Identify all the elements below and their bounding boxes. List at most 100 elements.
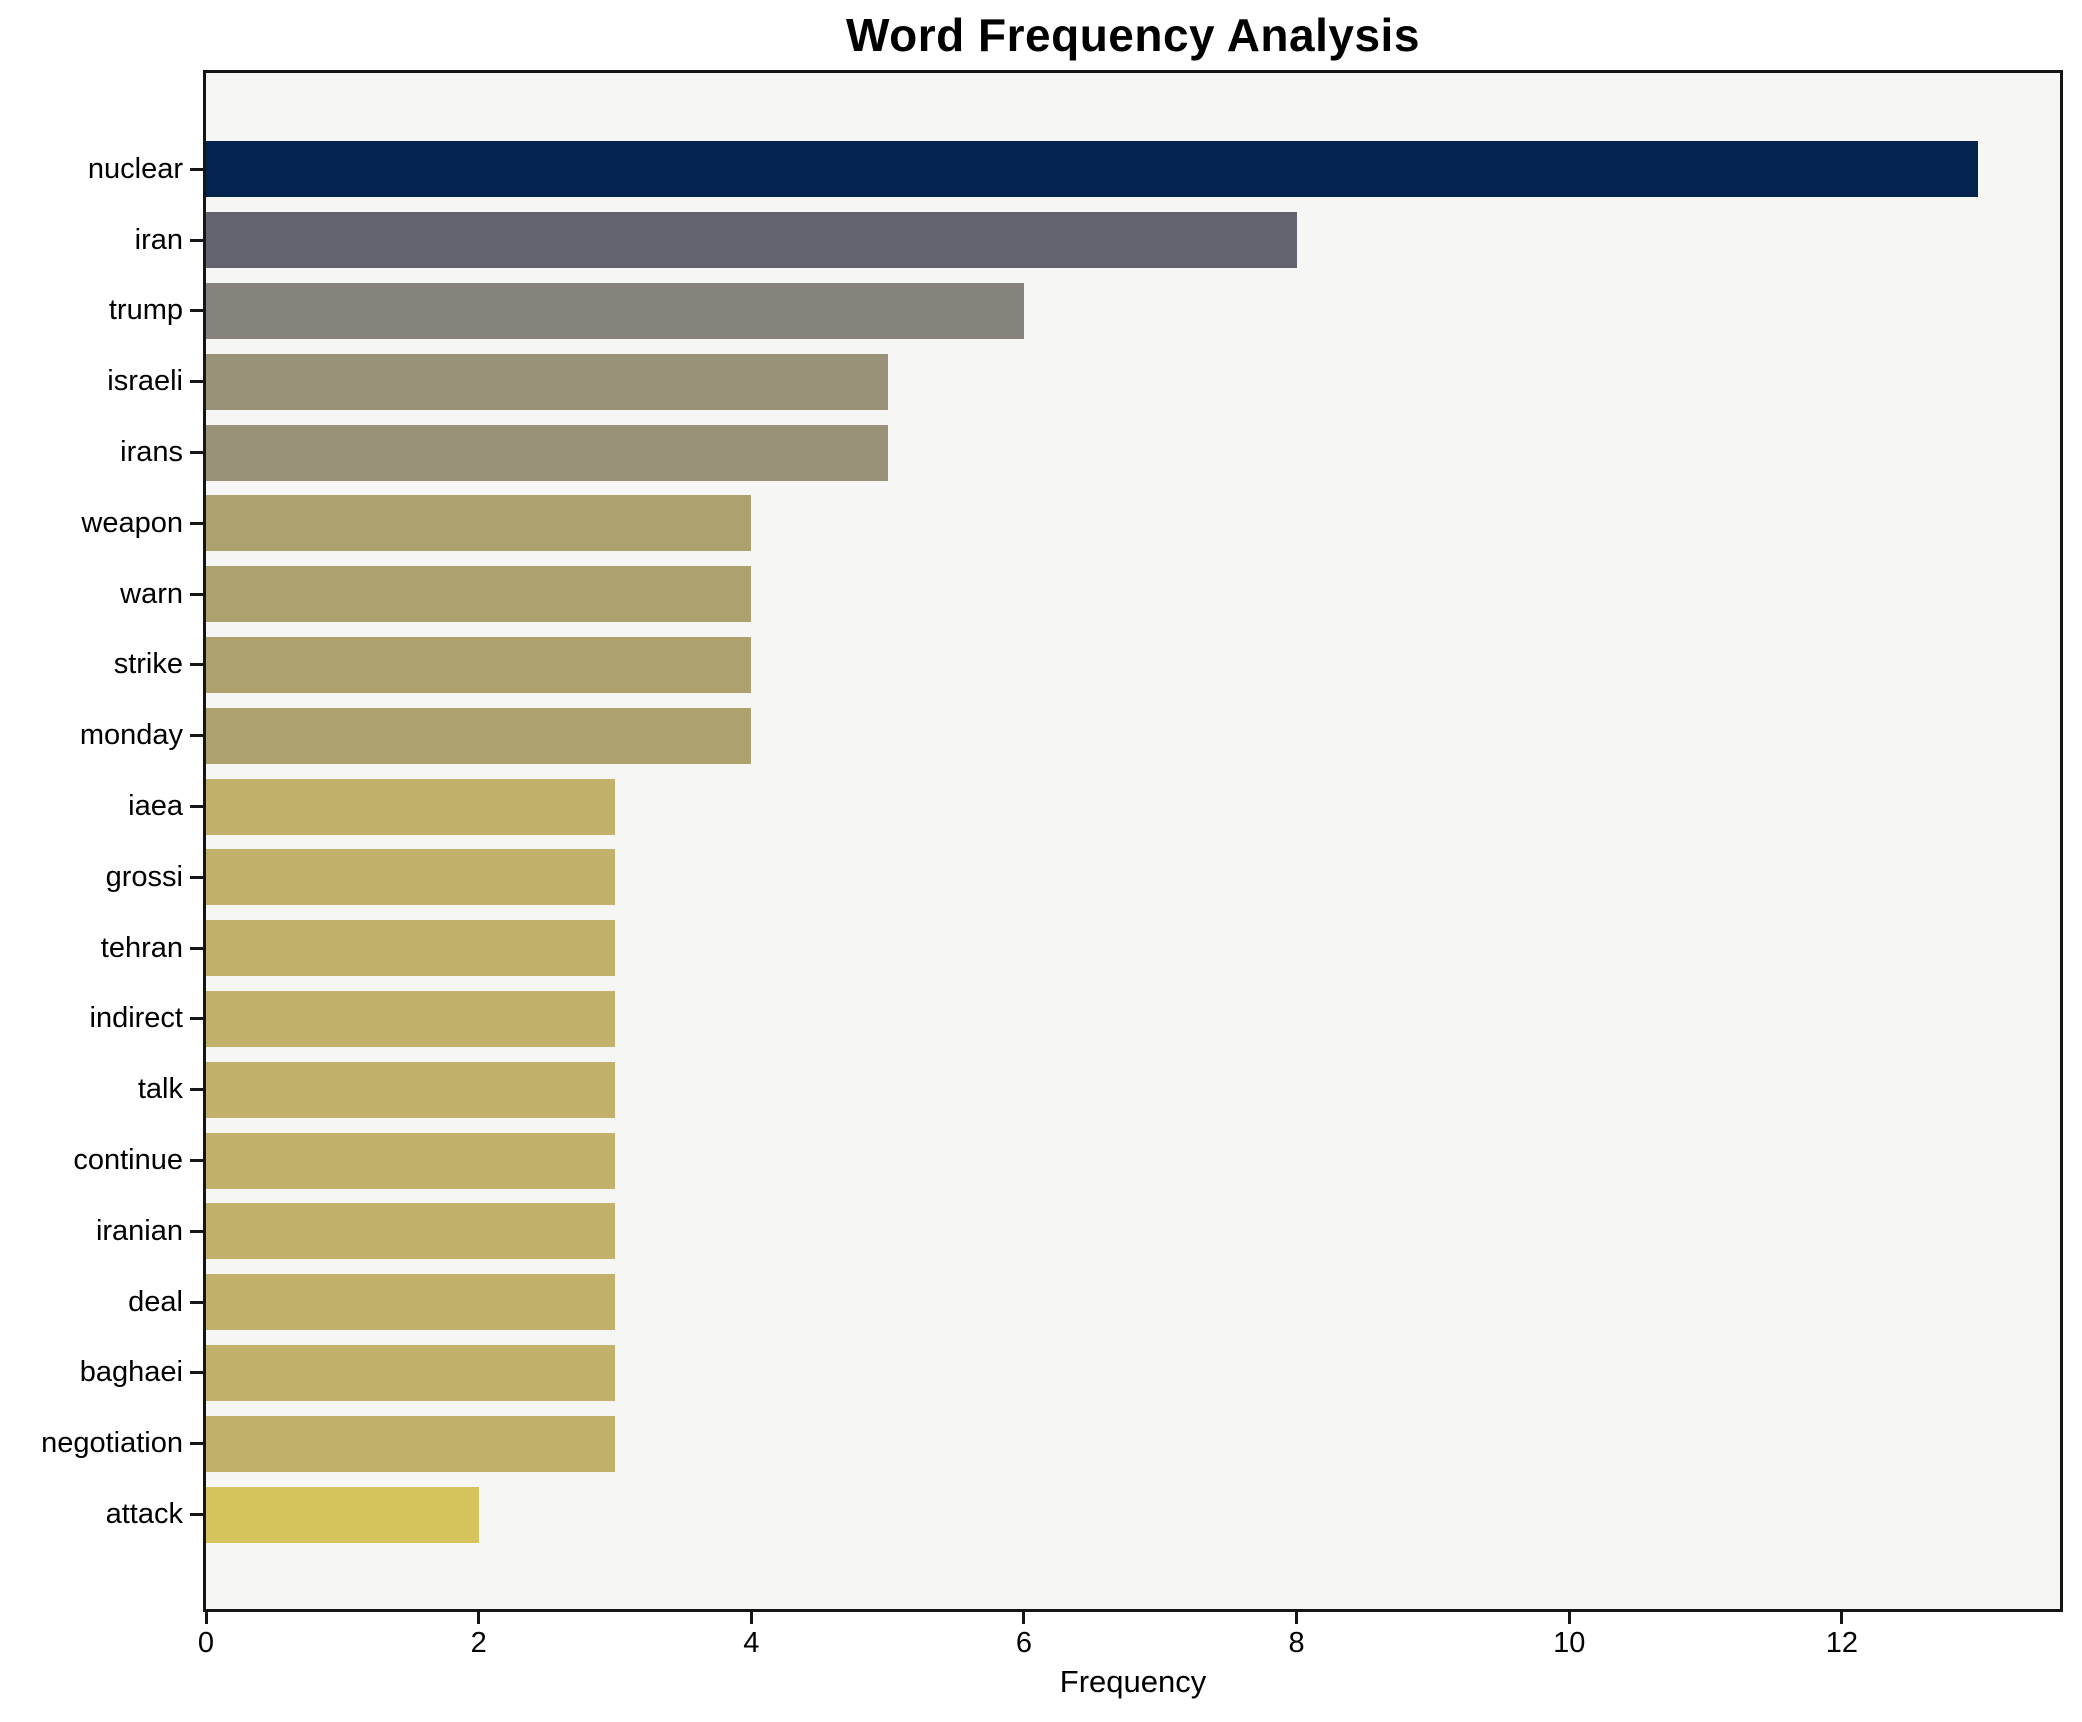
bar-row: irans (120, 417, 2060, 488)
bar-row: warn (120, 559, 2060, 630)
y-tick-mark (190, 1513, 203, 1517)
y-tick-mark (190, 1371, 203, 1375)
frequency-bar (206, 707, 752, 764)
y-tick-label: irans (120, 436, 183, 469)
y-tick-mark (190, 1088, 203, 1092)
y-tick-mark (190, 451, 203, 455)
y-tick-mark (190, 1159, 203, 1163)
bar-row: negotiation (41, 1408, 2060, 1479)
frequency-bar (206, 849, 615, 906)
y-tick-label: warn (120, 577, 183, 610)
y-tick-label: israeli (107, 365, 183, 398)
frequency-bar (206, 1344, 615, 1401)
y-tick-label: baghaei (79, 1356, 183, 1389)
x-tick-mark (477, 1612, 481, 1624)
y-tick-mark (190, 734, 203, 738)
y-tick-label: negotiation (41, 1427, 183, 1460)
y-tick-mark (190, 1229, 203, 1233)
chart-title: Word Frequency Analysis (846, 9, 1420, 61)
frequency-bar (206, 1486, 479, 1543)
x-tick-label: 12 (1825, 1627, 1859, 1659)
y-tick-label: attack (105, 1498, 183, 1531)
y-tick-mark (190, 1300, 203, 1304)
x-tick-mark (1567, 1612, 1571, 1624)
bar-row: iran (135, 205, 2060, 276)
bar-row: monday (80, 700, 2060, 771)
y-tick-label: iranian (95, 1214, 183, 1247)
y-tick-mark (190, 309, 203, 313)
frequency-bar (206, 991, 615, 1047)
y-tick-label: monday (79, 719, 183, 752)
x-tick-label: 6 (1015, 1627, 1033, 1659)
x-tick-label: 8 (1288, 1627, 1305, 1659)
bar-row: indirect (90, 984, 2060, 1055)
bar-row: continue (73, 1125, 2060, 1196)
bar-row: weapon (81, 488, 2060, 559)
bar-row: talk (138, 1054, 2060, 1125)
frequency-bar (206, 424, 888, 481)
y-tick-label: nuclear (87, 152, 183, 185)
y-tick-mark (190, 167, 203, 171)
bar-row: grossi (106, 842, 2060, 913)
x-tick-label: 10 (1553, 1627, 1586, 1659)
x-tick-mark (749, 1612, 753, 1624)
y-tick-label: weapon (81, 506, 183, 539)
bar-row: iranian (96, 1196, 2060, 1267)
y-tick-label: indirect (89, 1002, 184, 1035)
y-tick-label: continue (73, 1144, 183, 1177)
bar-row: tehran (101, 913, 2060, 984)
bar-row: baghaei (80, 1338, 2060, 1409)
x-tick-mark (1022, 1612, 1026, 1624)
x-tick-mark (1840, 1612, 1844, 1624)
frequency-bar (206, 920, 615, 977)
y-tick-mark (190, 1017, 203, 1021)
y-tick-label: iaea (128, 790, 183, 823)
y-tick-label: talk (137, 1073, 183, 1106)
x-tick-mark (204, 1612, 208, 1624)
y-tick-mark (190, 663, 203, 667)
frequency-bar (206, 566, 752, 623)
y-tick-mark (190, 805, 203, 809)
frequency-bar (206, 778, 615, 835)
y-tick-label: deal (128, 1285, 183, 1318)
bar-row: strike (114, 630, 2060, 701)
y-tick-label: iran (134, 223, 183, 256)
y-tick-mark (190, 238, 203, 242)
x-tick-label: 4 (743, 1627, 760, 1659)
bar-row: iaea (128, 771, 2060, 842)
frequency-bar (206, 141, 1979, 198)
y-tick-label: tehran (100, 931, 183, 964)
y-tick-label: strike (113, 648, 183, 681)
bar-row: nuclear (88, 134, 2060, 205)
bar-row: attack (106, 1479, 2060, 1550)
frequency-bar (206, 495, 752, 552)
y-tick-label: grossi (105, 860, 183, 893)
frequency-bar (206, 1132, 615, 1189)
y-tick-mark (190, 592, 203, 596)
y-tick-mark (190, 946, 203, 950)
x-tick-label: 0 (197, 1627, 215, 1659)
plot-area: nuclear iran trump israeli irans weapon warn st… (41, 70, 2063, 1658)
y-tick-mark (190, 1442, 203, 1446)
frequency-bar (206, 1061, 615, 1118)
bar-row: deal (128, 1267, 2060, 1338)
bar-row: trump (109, 276, 2060, 347)
bar-row: israeli (107, 346, 2060, 417)
y-tick-mark (190, 875, 203, 879)
frequency-bar (206, 283, 1024, 339)
y-tick-label: trump (108, 294, 183, 327)
x-axis-label: Frequency (1059, 1664, 1207, 1699)
frequency-bar (206, 1203, 615, 1260)
frequency-bar (206, 353, 888, 410)
frequency-bar (206, 1274, 615, 1331)
y-tick-mark (190, 380, 203, 384)
x-axis-ticks: 0 2 4 6 8 10 12 (198, 1612, 2060, 1672)
frequency-bar (206, 637, 752, 693)
x-tick-label: 2 (470, 1627, 487, 1659)
frequency-bar (206, 1415, 615, 1472)
frequency-bar (206, 212, 1297, 269)
bars-container: nuclear iran trump israeli irans weapon warn st… (41, 134, 2060, 1550)
x-tick-mark (1295, 1612, 1299, 1624)
y-tick-mark (190, 521, 203, 525)
